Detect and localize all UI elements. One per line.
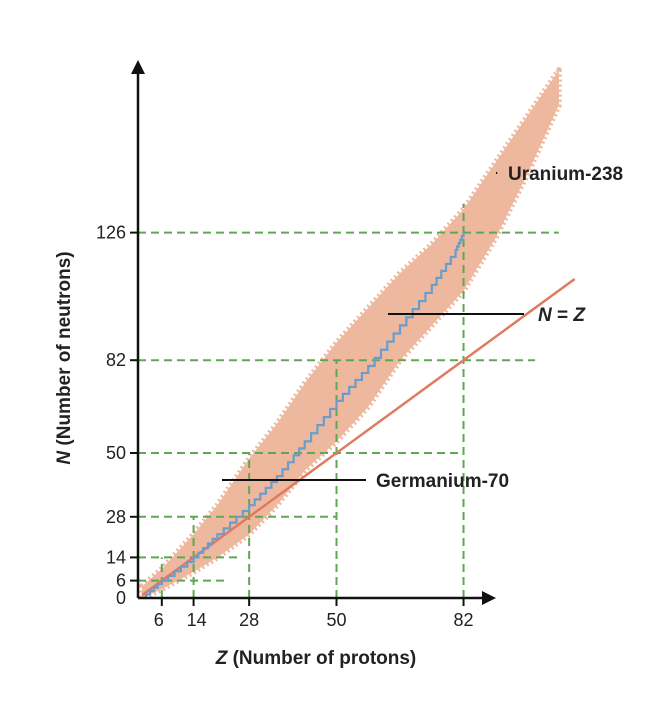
y-tick-label-14: 14: [106, 547, 126, 567]
x-tick-label-6: 6: [154, 610, 164, 630]
stable-nuclide-line: [141, 232, 465, 600]
y-tick-label-28: 28: [106, 507, 126, 527]
y-tick-label-50: 50: [106, 443, 126, 463]
germanium-label: Germanium-70: [376, 471, 509, 492]
y-axis-var: N: [54, 450, 75, 465]
stability-band-layer: [138, 67, 562, 601]
x-tick-label-50: 50: [326, 610, 346, 630]
x-axis-var: Z: [215, 648, 229, 669]
x-tick-label-28: 28: [239, 610, 259, 630]
y-tick-label-0: 0: [116, 588, 126, 608]
nz-label-z: Z: [572, 305, 586, 326]
y-tick-label-126: 126: [96, 223, 126, 243]
y-axis-text: (Number of neutrons): [54, 251, 75, 445]
x-axis-title: Z (Number of protons): [215, 648, 417, 669]
y-tick-label-6: 6: [116, 571, 126, 591]
nz-label-eq: =: [552, 305, 574, 326]
annotations: Uranium-238 N = Z Germanium-70: [222, 164, 623, 492]
y-axis-title: N (Number of neutrons): [54, 251, 75, 464]
x-axis-arrow: [482, 591, 496, 605]
x-tick-label-14: 14: [187, 610, 207, 630]
n-equals-z-line: [141, 277, 576, 597]
y-axis-arrow: [131, 60, 145, 74]
nz-label: N = Z: [538, 305, 586, 326]
stable-line-layer: [141, 232, 576, 600]
nz-label-n: N: [538, 305, 553, 326]
uranium-label: Uranium-238: [508, 164, 623, 185]
y-tick-label-82: 82: [106, 350, 126, 370]
x-tick-label-82: 82: [454, 610, 474, 630]
x-axis-text: (Number of protons): [233, 648, 417, 669]
stability-band-fill: [141, 70, 559, 598]
